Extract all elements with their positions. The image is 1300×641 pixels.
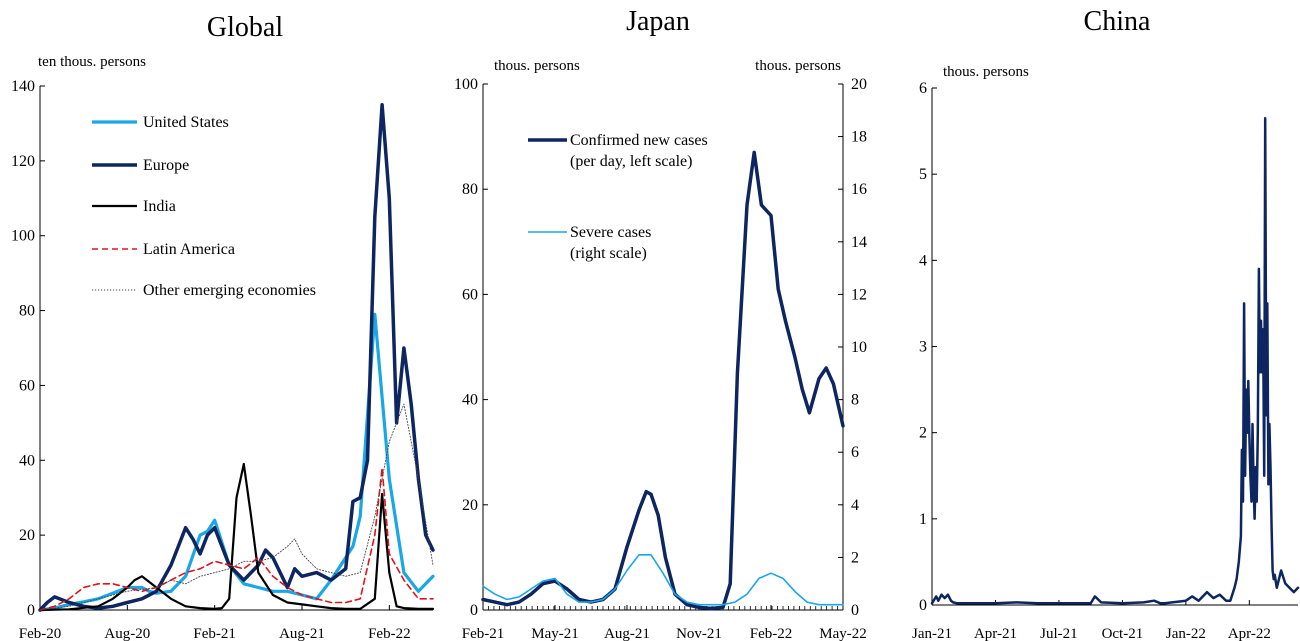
legend-label: Severe cases (right scale): [570, 224, 651, 262]
series-line-0: [38, 312, 435, 612]
x-tick-label: Nov-21: [676, 626, 722, 641]
y-tick-label: 80: [19, 303, 35, 320]
y-tick-label: 100: [11, 228, 35, 245]
y-tick-label-right: 8: [851, 392, 859, 409]
y-tick-label-right: 2: [851, 549, 859, 566]
x-tick-label: Aug-20: [104, 626, 150, 641]
y-tick-label: 140: [11, 78, 35, 95]
y-tick-label: 0: [919, 597, 927, 614]
chart-china: China 0 1 2 3 4 5 6 thous. persons Jan-21 Apr-21 Ju…: [912, 6, 1300, 641]
y-tick-label: 40: [462, 392, 478, 409]
y-unit-label-left: thous. persons: [494, 58, 580, 74]
series-line-1: [38, 102, 435, 612]
x-tick-label: Feb-21: [193, 626, 236, 641]
y-tick-label-right: 0: [851, 602, 859, 619]
y-unit-label-right: thous. persons: [755, 58, 841, 74]
y-tick-label-right: 20: [851, 76, 867, 93]
y-tick-label-right: 10: [851, 339, 867, 356]
y-tick-label: 20: [462, 497, 478, 514]
legend-label: Confirmed new cases (per day, left scale): [570, 132, 708, 170]
y-tick-label: 3: [919, 339, 927, 356]
x-tick-label: Aug-21: [604, 626, 650, 641]
x-tick-label: Feb-22: [750, 626, 793, 641]
y-unit-label: thous. persons: [943, 64, 1029, 80]
y-tick-label: 20: [19, 527, 35, 544]
series-line-4: [39, 403, 434, 611]
y-tick-label: 5: [919, 166, 927, 183]
chart-japan: Japan 0 20 40 60 80 100 0 2 4 6 8 10 12 14 16 18 20 thous.…: [454, 6, 867, 641]
x-tick-label: Feb-20: [19, 626, 62, 641]
x-tick-label: Jul-21: [1040, 626, 1078, 641]
y-tick-label: 60: [462, 286, 478, 303]
series-line-0: [930, 116, 1300, 605]
y-tick-label-right: 16: [851, 181, 867, 198]
y-tick-label: 6: [919, 80, 927, 97]
legend-label: Latin America: [143, 241, 235, 258]
y-tick-label: 120: [11, 153, 35, 170]
y-tick-label: 100: [454, 76, 478, 93]
y-tick-label-right: 18: [851, 129, 867, 146]
y-unit-label: ten thous. persons: [38, 54, 146, 70]
series-line-0: [481, 150, 845, 611]
y-tick-label: 0: [27, 602, 35, 619]
legend-label: Other emerging economies: [143, 282, 316, 299]
y-tick-label: 40: [19, 452, 35, 469]
legend-label: Europe: [143, 157, 189, 174]
y-tick-label-right: 6: [851, 444, 859, 461]
chart-title: Global: [207, 12, 283, 43]
x-tick-label: Aug-21: [279, 626, 325, 641]
y-tick-label-right: 12: [851, 286, 867, 303]
x-tick-label: Apr-22: [1228, 626, 1271, 641]
x-tick-label: Jan-22: [1166, 626, 1206, 641]
x-tick-label: Oct-21: [1102, 626, 1144, 641]
x-tick-label: Jan-21: [912, 626, 952, 641]
series-line-2: [38, 462, 435, 612]
y-tick-label: 4: [919, 252, 927, 269]
legend-label: India: [143, 198, 176, 215]
chart-title: Japan: [626, 6, 690, 37]
x-tick-label: Feb-21: [462, 626, 505, 641]
series-line-3: [39, 466, 434, 611]
chart-title: China: [1084, 6, 1151, 37]
y-tick-label: 60: [19, 377, 35, 394]
y-tick-label: 0: [470, 602, 478, 619]
y-tick-label-right: 4: [851, 497, 859, 514]
y-tick-label: 1: [919, 511, 927, 528]
x-tick-label: Apr-21: [974, 626, 1017, 641]
series-line-1: [482, 553, 844, 606]
y-tick-label: 2: [919, 425, 927, 442]
x-tick-label: May-21: [531, 626, 579, 641]
x-tick-label: Feb-22: [368, 626, 411, 641]
legend-label: United States: [143, 114, 229, 131]
y-tick-label-right: 14: [851, 234, 867, 251]
x-tick-label: May-22: [819, 626, 867, 641]
y-tick-label: 80: [462, 181, 478, 198]
